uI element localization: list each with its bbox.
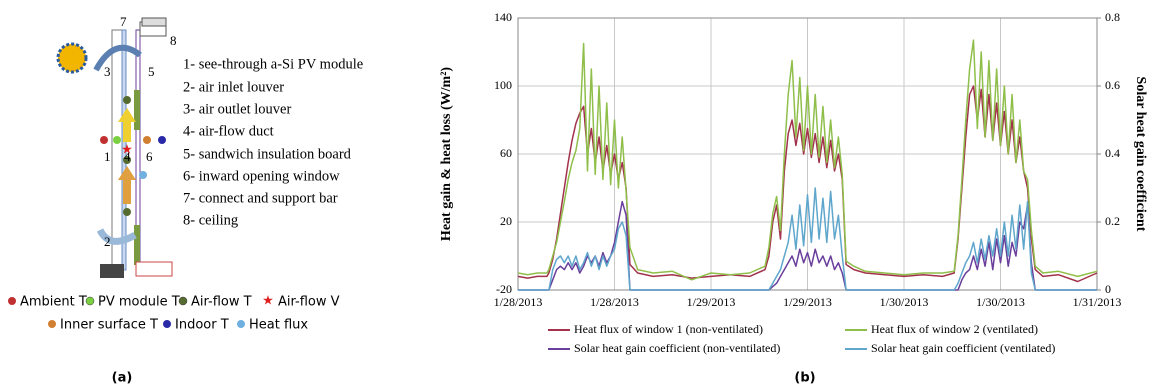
item: 5- sandwich insulation board bbox=[183, 146, 352, 162]
x-tick-label: 1/30/2013 bbox=[976, 295, 1025, 309]
caption: (a) bbox=[112, 371, 133, 386]
y2-tick-label: 0.2 bbox=[1105, 214, 1120, 228]
item: 2- air inlet louver bbox=[183, 79, 284, 95]
legend-label: Solar heat gain coefficient (ventilated) bbox=[871, 341, 1055, 355]
diagram: ★ 7 8 3 5 1 4 6 2 1- see-through a-Si PV… bbox=[8, 14, 363, 386]
item: 3- air outlet louver bbox=[183, 101, 291, 117]
diagram-number: 2 bbox=[104, 234, 111, 249]
y2-tick-label: 0.6 bbox=[1105, 78, 1120, 92]
star: ★ bbox=[121, 143, 133, 158]
sensor bbox=[143, 136, 151, 144]
x-tick-label: 1/28/2013 bbox=[590, 295, 639, 309]
sensor bbox=[123, 96, 131, 104]
x-tick-label: 1/30/2013 bbox=[880, 295, 929, 309]
y2-tick-label: 0 bbox=[1105, 282, 1111, 296]
legend-label: Heat flux of window 2 (ventilated) bbox=[871, 322, 1038, 336]
marker-icon bbox=[48, 320, 56, 328]
y2-axis-title: Solar heat gain coefficient bbox=[1133, 77, 1148, 232]
marker-label: Air-flow T bbox=[191, 295, 252, 310]
marker-label: Inner surface T bbox=[60, 318, 158, 333]
item: 8- ceiling bbox=[183, 212, 238, 228]
x-tick-label: 1/31/2013 bbox=[1073, 295, 1122, 309]
legend-label: Solar heat gain coefficient (non-ventila… bbox=[574, 341, 780, 355]
marker-icon: ★ bbox=[262, 294, 274, 309]
sun-icon bbox=[56, 42, 88, 74]
y2-tick-label: 0.8 bbox=[1105, 10, 1120, 24]
item: 7- connect and support bar bbox=[183, 190, 338, 206]
floor bbox=[135, 261, 173, 277]
sensor bbox=[139, 171, 147, 179]
y2-tick-label: 0.4 bbox=[1105, 146, 1120, 160]
base bbox=[100, 264, 124, 278]
marker-label: Ambient T bbox=[20, 295, 87, 310]
diagram-number: 5 bbox=[148, 64, 155, 79]
insulation-board bbox=[134, 225, 140, 265]
y-tick-label: 20 bbox=[500, 214, 512, 228]
diagram-number: 3 bbox=[104, 64, 111, 79]
y-tick-label: -20 bbox=[496, 282, 512, 296]
marker-label: PV module T bbox=[98, 295, 180, 310]
item: 4- air-flow duct bbox=[183, 123, 274, 139]
series-line bbox=[517, 39, 1098, 281]
sensor bbox=[158, 136, 166, 144]
marker-label: Indoor T bbox=[175, 318, 229, 333]
sensor bbox=[123, 208, 131, 216]
marker-label: Air-flow V bbox=[278, 295, 340, 310]
marker-icon bbox=[8, 297, 16, 305]
flow-arrow bbox=[123, 120, 131, 142]
support-bar bbox=[141, 17, 167, 27]
inlet-arrow bbox=[96, 228, 137, 245]
marker-icon bbox=[178, 296, 188, 306]
legend-label: Heat flux of window 1 (non-ventilated) bbox=[574, 322, 763, 336]
x-tick-label: 1/28/2013 bbox=[494, 295, 543, 309]
sensor bbox=[123, 156, 131, 164]
diagram-number: 8 bbox=[170, 33, 177, 48]
sensor bbox=[100, 136, 108, 144]
diagram-number: 4 bbox=[124, 149, 131, 164]
plot-frame bbox=[517, 17, 1098, 291]
flow-arrow bbox=[123, 178, 131, 204]
sensor bbox=[113, 136, 121, 144]
flow-arrow bbox=[118, 108, 136, 122]
y-tick-label: 140 bbox=[494, 10, 512, 24]
caption: (b) bbox=[794, 371, 815, 386]
marker-icon bbox=[163, 320, 171, 328]
marker-icon bbox=[85, 296, 95, 306]
x-tick-label: 1/29/2013 bbox=[687, 295, 736, 309]
diagram-number: 1 bbox=[104, 149, 111, 164]
marker-icon bbox=[237, 320, 245, 328]
item: 6- inward opening window bbox=[183, 168, 340, 184]
flow-arrow bbox=[118, 166, 136, 180]
y-axis-title: Heat gain & heat loss (W/m²) bbox=[439, 67, 454, 241]
y-tick-label: 60 bbox=[500, 146, 512, 160]
series-line bbox=[518, 187, 1097, 291]
diagram-number: 7 bbox=[120, 14, 127, 29]
insulation-board bbox=[134, 90, 140, 130]
x-tick-label: 1/29/2013 bbox=[783, 295, 832, 309]
marker-label: Heat flux bbox=[249, 318, 308, 333]
diagram-number: 6 bbox=[146, 149, 153, 164]
y-tick-label: 100 bbox=[494, 78, 512, 92]
item: 1- see-through a-Si PV module bbox=[183, 56, 363, 72]
outlet-arrow bbox=[93, 44, 142, 72]
